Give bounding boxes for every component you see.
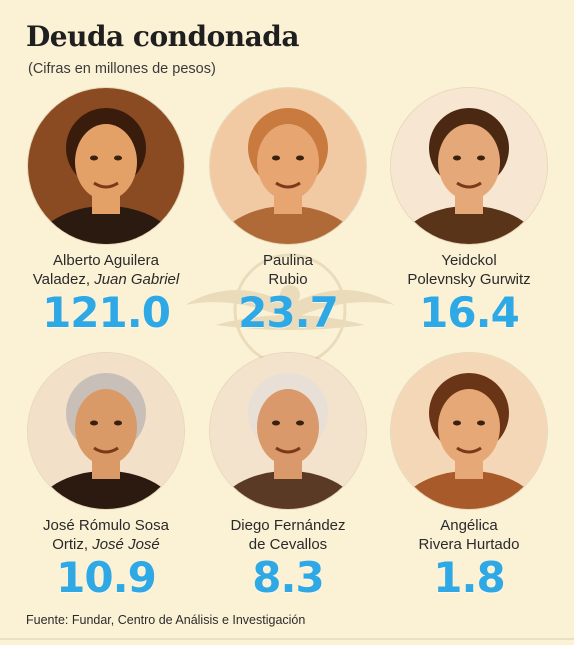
debt-value-label: 23.7 [238,288,339,337]
person-name-line1: Diego Fernández [230,517,346,534]
entry-card: Diego Fernández de Cevallos 8.3 [197,353,379,600]
portrait-photo [391,353,547,509]
person-name-line1: José Rómulo Sosa [43,517,169,534]
debt-value-label: 1.8 [433,553,505,602]
portrait-photo [28,353,184,509]
debt-value-label: 16.4 [419,288,520,337]
chart-subtitle: (Cifras en millones de pesos) [28,61,216,77]
person-name: Diego Fernández de Cevallos [197,516,379,554]
portrait-photo [210,353,366,509]
person-name: José Rómulo Sosa Ortiz, José José [15,516,197,554]
debt-value-label: 8.3 [252,553,324,602]
person-alias: José José [92,536,160,553]
person-name-line1: Paulina [262,252,314,269]
person-name: Yeidckol Polevnsky Gurwitz [378,251,560,289]
person-name: Alberto Aguilera Valadez, Juan Gabriel [15,251,197,289]
person-name-line1: Alberto Aguilera [53,252,159,269]
person-name-line2: Rubio [268,271,308,288]
person-name-line2: Rivera Hurtado [418,536,520,553]
person-name-line1: Yeidckol [441,252,497,269]
person-name-line2: Valadez, [32,271,95,288]
portrait-photo [391,88,547,244]
debt-value-label: 10.9 [56,553,157,602]
entry-card: José Rómulo Sosa Ortiz, José José 10.9 [15,353,197,600]
source-note: Fuente: Fundar, Centro de Análisis e Inv… [26,613,306,627]
debt-value-label: 121.0 [42,288,171,337]
entry-card: Yeidckol Polevnsky Gurwitz 16.4 [378,88,560,335]
portrait-photo [210,88,366,244]
person-name-line2: Ortiz, [52,536,93,553]
person-name-line2: Polevnsky Gurwitz [407,271,531,288]
person-name-line2: de Cevallos [248,536,328,553]
entry-card: Alberto Aguilera Valadez, Juan Gabriel 121… [15,88,197,335]
chart-title: Deuda condonada [26,20,299,53]
portrait-photo [28,88,184,244]
person-name-line1: Angélica [440,517,498,534]
person-name: Paulina Rubio [197,251,379,289]
entry-card: Paulina Rubio 23.7 [197,88,379,335]
entry-card: Angélica Rivera Hurtado 1.8 [378,353,560,600]
person-name: Angélica Rivera Hurtado [378,516,560,554]
person-alias: Juan Gabriel [94,271,180,288]
bottom-divider [0,638,574,640]
